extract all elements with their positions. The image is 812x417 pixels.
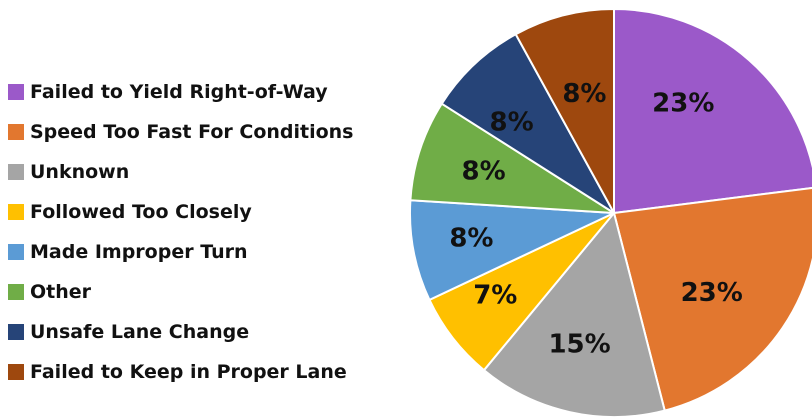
legend-item-unsafe-lane-change: Unsafe Lane Change	[8, 312, 354, 352]
legend-label: Other	[30, 281, 92, 303]
legend: Failed to Yield Right-of-Way Speed Too Fa…	[8, 72, 354, 392]
data-label-unsafe-lane-change: 8%	[490, 108, 534, 138]
data-label-failed-to-keep-in-proper-lane: 8%	[562, 79, 606, 109]
pie-slice-other	[409, 102, 615, 214]
pie-slice-unsafe-lane-change	[440, 32, 615, 214]
legend-swatch	[8, 324, 24, 340]
legend-label: Failed to Keep in Proper Lane	[30, 361, 347, 383]
data-label-other: 8%	[462, 156, 506, 186]
legend-item-unknown: Unknown	[8, 152, 354, 192]
legend-item-failed-to-yield-right-of-way: Failed to Yield Right-of-Way	[8, 72, 354, 112]
legend-label: Speed Too Fast For Conditions	[30, 121, 354, 143]
legend-swatch	[8, 204, 24, 220]
data-label-unknown: 15%	[548, 330, 610, 360]
data-label-followed-too-closely: 7%	[473, 281, 517, 311]
legend-swatch	[8, 244, 24, 260]
legend-item-speed-too-fast-for-conditions: Speed Too Fast For Conditions	[8, 112, 354, 152]
legend-label: Unknown	[30, 161, 130, 183]
legend-swatch	[8, 364, 24, 380]
pie-slice-failed-to-yield-right-of-way	[613, 7, 812, 215]
pie-slice-failed-to-keep-in-proper-lane	[514, 7, 615, 214]
legend-swatch	[8, 284, 24, 300]
legend-item-failed-to-keep-in-proper-lane: Failed to Keep in Proper Lane	[8, 352, 354, 392]
data-label-made-improper-turn: 8%	[449, 223, 493, 253]
legend-item-other: Other	[8, 272, 354, 312]
legend-item-made-improper-turn: Made Improper Turn	[8, 232, 354, 272]
legend-swatch	[8, 124, 24, 140]
pie-slice-speed-too-fast-for-conditions	[612, 186, 812, 412]
pie-slice-made-improper-turn	[409, 199, 615, 302]
legend-item-followed-too-closely: Followed Too Closely	[8, 192, 354, 232]
data-label-failed-to-yield-right-of-way: 23%	[652, 89, 714, 119]
legend-label: Made Improper Turn	[30, 241, 248, 263]
legend-swatch	[8, 84, 24, 100]
legend-label: Unsafe Lane Change	[30, 321, 250, 343]
legend-swatch	[8, 164, 24, 180]
pie-slice-unknown	[482, 210, 666, 417]
legend-label: Followed Too Closely	[30, 201, 252, 223]
data-label-speed-too-fast-for-conditions: 23%	[681, 278, 743, 308]
legend-label: Failed to Yield Right-of-Way	[30, 81, 328, 103]
